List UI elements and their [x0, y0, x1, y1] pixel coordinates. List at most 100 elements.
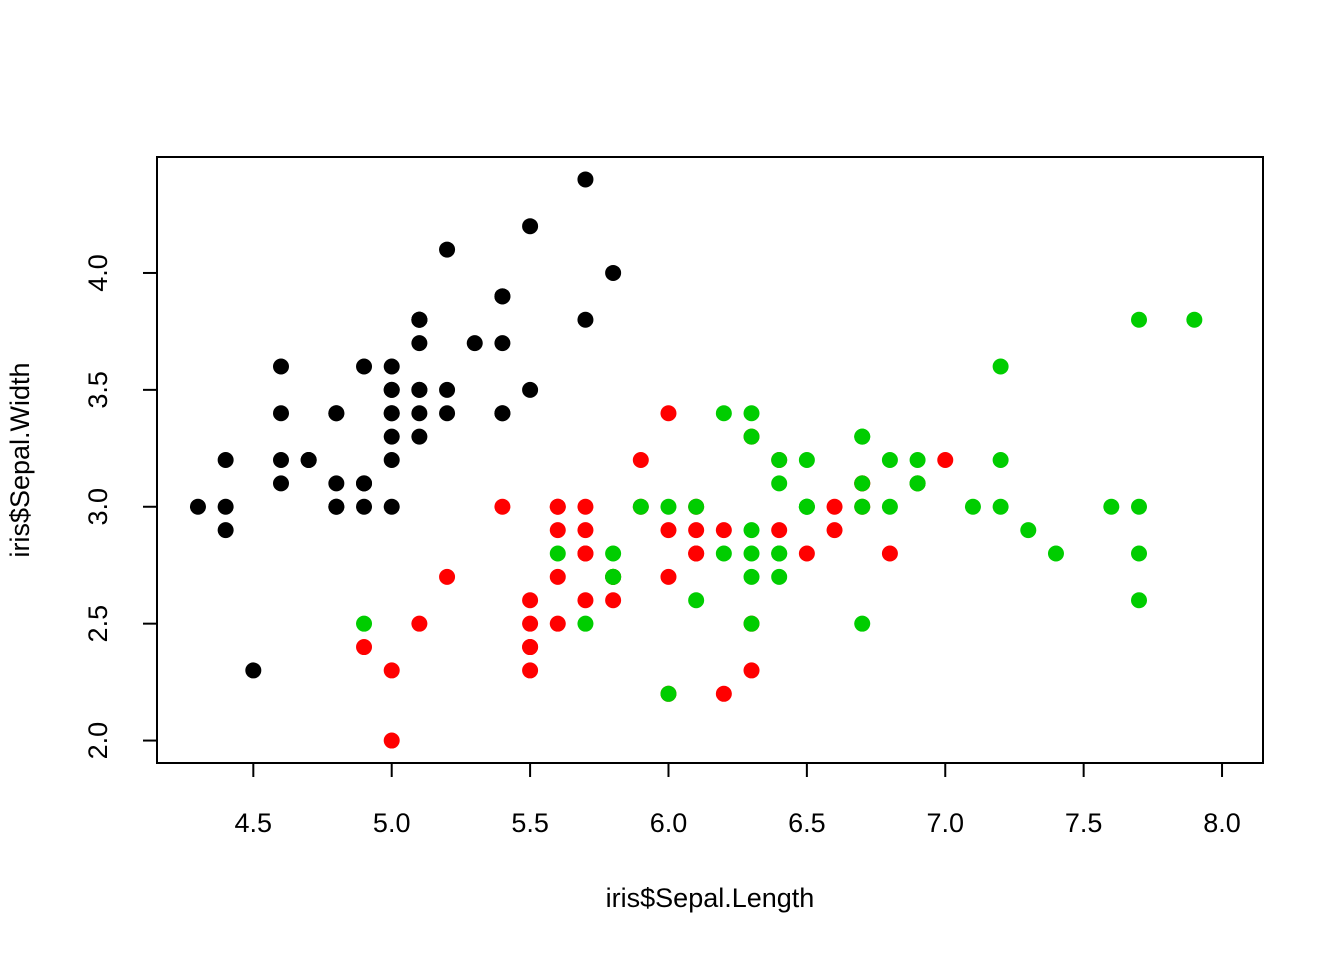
- point: [605, 264, 622, 281]
- point: [328, 498, 345, 515]
- point: [494, 498, 511, 515]
- point: [439, 241, 456, 258]
- point: [688, 498, 705, 515]
- point: [577, 592, 594, 609]
- point: [715, 685, 732, 702]
- point: [411, 381, 428, 398]
- point: [577, 545, 594, 562]
- point: [411, 335, 428, 352]
- point: [605, 592, 622, 609]
- point: [992, 498, 1009, 515]
- point: [660, 405, 677, 422]
- point: [771, 545, 788, 562]
- point: [632, 498, 649, 515]
- point: [272, 452, 289, 468]
- point: [522, 592, 539, 609]
- x-tick-label: 7.0: [926, 808, 964, 838]
- point: [439, 568, 456, 585]
- point: [494, 335, 511, 352]
- point: [854, 475, 871, 492]
- point: [743, 662, 760, 679]
- point: [522, 381, 539, 398]
- point: [383, 732, 400, 749]
- point: [245, 662, 262, 679]
- point: [1186, 311, 1203, 328]
- point: [743, 522, 760, 539]
- point: [272, 475, 289, 492]
- point: [383, 662, 400, 679]
- point: [300, 452, 317, 468]
- point: [356, 615, 373, 632]
- point: [189, 498, 206, 515]
- x-tick-label: 6.0: [650, 808, 688, 838]
- point: [439, 405, 456, 422]
- point: [660, 498, 677, 515]
- point: [356, 498, 373, 515]
- x-tick-label: 4.5: [235, 808, 273, 838]
- point: [494, 288, 511, 305]
- point: [328, 475, 345, 492]
- point: [771, 452, 788, 468]
- point: [411, 405, 428, 422]
- point: [715, 545, 732, 562]
- point: [798, 452, 815, 468]
- point: [383, 498, 400, 515]
- x-tick-label: 5.0: [373, 808, 411, 838]
- point: [688, 545, 705, 562]
- y-tick-label: 2.0: [83, 722, 113, 760]
- point: [411, 428, 428, 445]
- y-tick-label: 3.5: [83, 371, 113, 409]
- point: [854, 615, 871, 632]
- point: [1131, 545, 1148, 562]
- point: [992, 358, 1009, 375]
- point: [881, 498, 898, 515]
- point: [577, 171, 594, 188]
- point: [577, 615, 594, 632]
- point: [577, 311, 594, 328]
- point: [383, 381, 400, 398]
- point: [881, 452, 898, 468]
- point: [549, 545, 566, 562]
- point: [605, 545, 622, 562]
- point: [964, 498, 981, 515]
- point: [439, 381, 456, 398]
- point: [356, 639, 373, 656]
- point: [854, 428, 871, 445]
- point: [272, 358, 289, 375]
- point: [798, 545, 815, 562]
- point: [771, 568, 788, 585]
- x-tick-label: 8.0: [1203, 808, 1241, 838]
- point: [771, 475, 788, 492]
- point: [522, 218, 539, 235]
- point: [522, 662, 539, 679]
- point: [577, 522, 594, 539]
- point: [909, 452, 926, 468]
- point: [1131, 592, 1148, 609]
- point: [494, 405, 511, 422]
- point: [743, 405, 760, 422]
- point: [549, 615, 566, 632]
- point: [688, 522, 705, 539]
- point: [522, 615, 539, 632]
- point: [743, 545, 760, 562]
- point: [411, 311, 428, 328]
- point: [826, 522, 843, 539]
- point: [660, 568, 677, 585]
- point: [715, 405, 732, 422]
- point: [826, 498, 843, 515]
- x-axis-label: iris$Sepal.Length: [606, 883, 815, 913]
- point: [1047, 545, 1064, 562]
- point: [660, 685, 677, 702]
- x-tick-label: 6.5: [788, 808, 826, 838]
- point: [1103, 498, 1120, 515]
- point: [798, 498, 815, 515]
- point: [549, 498, 566, 515]
- point: [411, 615, 428, 632]
- point: [466, 335, 483, 352]
- point: [549, 522, 566, 539]
- point: [743, 428, 760, 445]
- point: [217, 498, 234, 515]
- point: [1131, 498, 1148, 515]
- point: [522, 639, 539, 656]
